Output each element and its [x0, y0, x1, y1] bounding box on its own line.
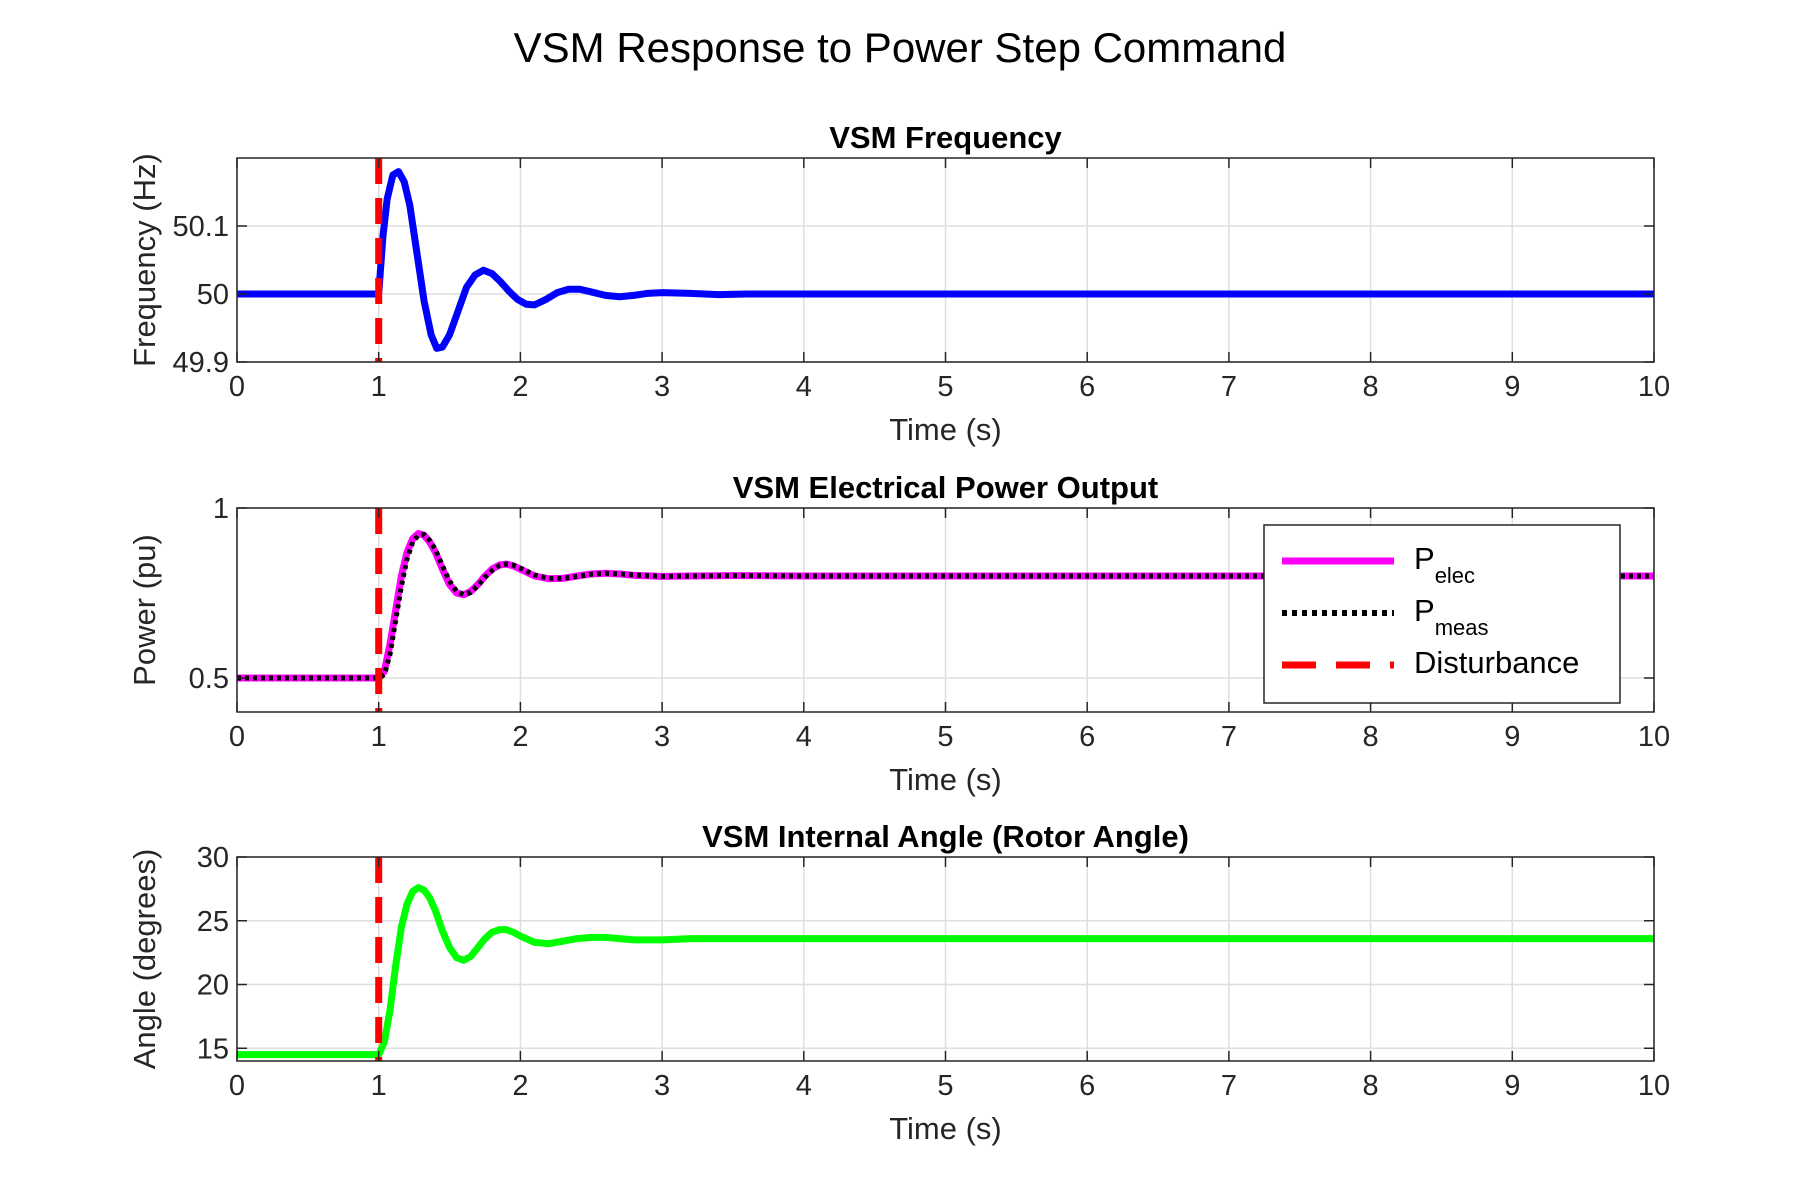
y-tick-label: 20	[197, 970, 229, 1002]
subplot-title: VSM Electrical Power Output	[733, 470, 1158, 505]
x-tick-label: 2	[512, 1070, 528, 1102]
legend-label: P	[1414, 541, 1435, 576]
x-tick-label: 4	[796, 371, 812, 403]
legend-entry-1: Pelec	[1414, 541, 1475, 588]
x-tick-label: 3	[654, 371, 670, 403]
x-tick-label: 10	[1638, 371, 1670, 403]
y-tick-label: 25	[197, 906, 229, 938]
series-group	[237, 884, 1654, 1059]
x-tick-label: 8	[1363, 1070, 1379, 1102]
x-tick-label: 9	[1504, 1070, 1520, 1102]
x-tick-label: 1	[371, 1070, 387, 1102]
x-tick-label: 9	[1504, 371, 1520, 403]
legend-label: P	[1414, 593, 1435, 628]
y-axis-label: Power (pu)	[127, 534, 162, 686]
x-tick-label: 8	[1363, 371, 1379, 403]
y-tick-label: 49.9	[173, 347, 229, 379]
x-tick-label: 0	[229, 1070, 245, 1102]
x-tick-label: 1	[371, 721, 387, 753]
series-group	[237, 530, 1654, 682]
x-tick-label: 2	[512, 371, 528, 403]
x-axis-label: Time (s)	[889, 762, 1002, 797]
subplot-title: VSM Internal Angle (Rotor Angle)	[702, 819, 1189, 854]
x-tick-label: 0	[229, 721, 245, 753]
x-tick-label: 2	[512, 721, 528, 753]
x-tick-label: 5	[937, 371, 953, 403]
x-axis-label: Time (s)	[889, 412, 1002, 447]
y-axis-label: Angle (degrees)	[127, 849, 162, 1070]
x-tick-label: 5	[937, 721, 953, 753]
x-tick-label: 4	[796, 721, 812, 753]
x-tick-label: 3	[654, 721, 670, 753]
x-tick-label: 6	[1079, 371, 1095, 403]
x-tick-label: 10	[1638, 1070, 1670, 1102]
x-tick-label: 7	[1221, 721, 1237, 753]
x-tick-label: 7	[1221, 371, 1237, 403]
x-tick-label: 8	[1363, 721, 1379, 753]
figure-title: VSM Response to Power Step Command	[514, 24, 1287, 71]
subplot-title: VSM Frequency	[829, 120, 1062, 155]
y-tick-label: 0.5	[189, 663, 229, 695]
y-tick-label: 50	[197, 279, 229, 311]
x-axis-label: Time (s)	[889, 1111, 1002, 1146]
y-tick-label: 50.1	[173, 211, 229, 243]
series-group	[237, 168, 1654, 352]
x-tick-label: 6	[1079, 721, 1095, 753]
x-tick-label: 1	[371, 371, 387, 403]
y-axis-label: Frequency (Hz)	[127, 153, 162, 367]
subplot-3: 0 1 2 3 4 5 6 7 8 9 10 15 20 25 30 VSM Internal Angle (…	[127, 819, 1670, 1146]
x-tick-label: 0	[229, 371, 245, 403]
x-tick-label: 6	[1079, 1070, 1095, 1102]
legend-label-subscript: elec	[1435, 563, 1475, 588]
x-tick-label: 9	[1504, 721, 1520, 753]
series-line-1	[237, 168, 1654, 352]
subplot-1: 0 1 2 3 4 5 6 7 8 9 10 49.9 50 50.1 VSM Frequency Time …	[127, 120, 1670, 447]
legend-label: Disturbance	[1414, 645, 1579, 680]
series-line-pmeas	[237, 532, 1654, 681]
x-tick-label: 7	[1221, 1070, 1237, 1102]
y-tick-label: 1	[213, 493, 229, 525]
x-tick-label: 3	[654, 1070, 670, 1102]
series-line-1	[237, 884, 1654, 1059]
legend-label-subscript: meas	[1435, 615, 1489, 640]
legend-entry-2: Pmeas	[1414, 593, 1488, 640]
y-tick-label: 15	[197, 1033, 229, 1065]
x-tick-label: 4	[796, 1070, 812, 1102]
x-tick-label: 10	[1638, 721, 1670, 753]
legend-entry-3: Disturbance	[1414, 645, 1579, 680]
x-tick-label: 5	[937, 1070, 953, 1102]
subplot-2: 0 1 2 3 4 5 6 7 8 9 10 0.5 1 VSM Electrical Power Out…	[127, 470, 1670, 797]
y-tick-label: 30	[197, 842, 229, 874]
